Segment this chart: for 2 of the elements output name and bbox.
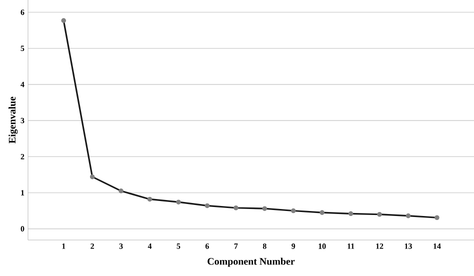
x-axis-title: Component Number bbox=[208, 258, 295, 267]
y-axis-title: Eigenvalue bbox=[8, 96, 18, 144]
